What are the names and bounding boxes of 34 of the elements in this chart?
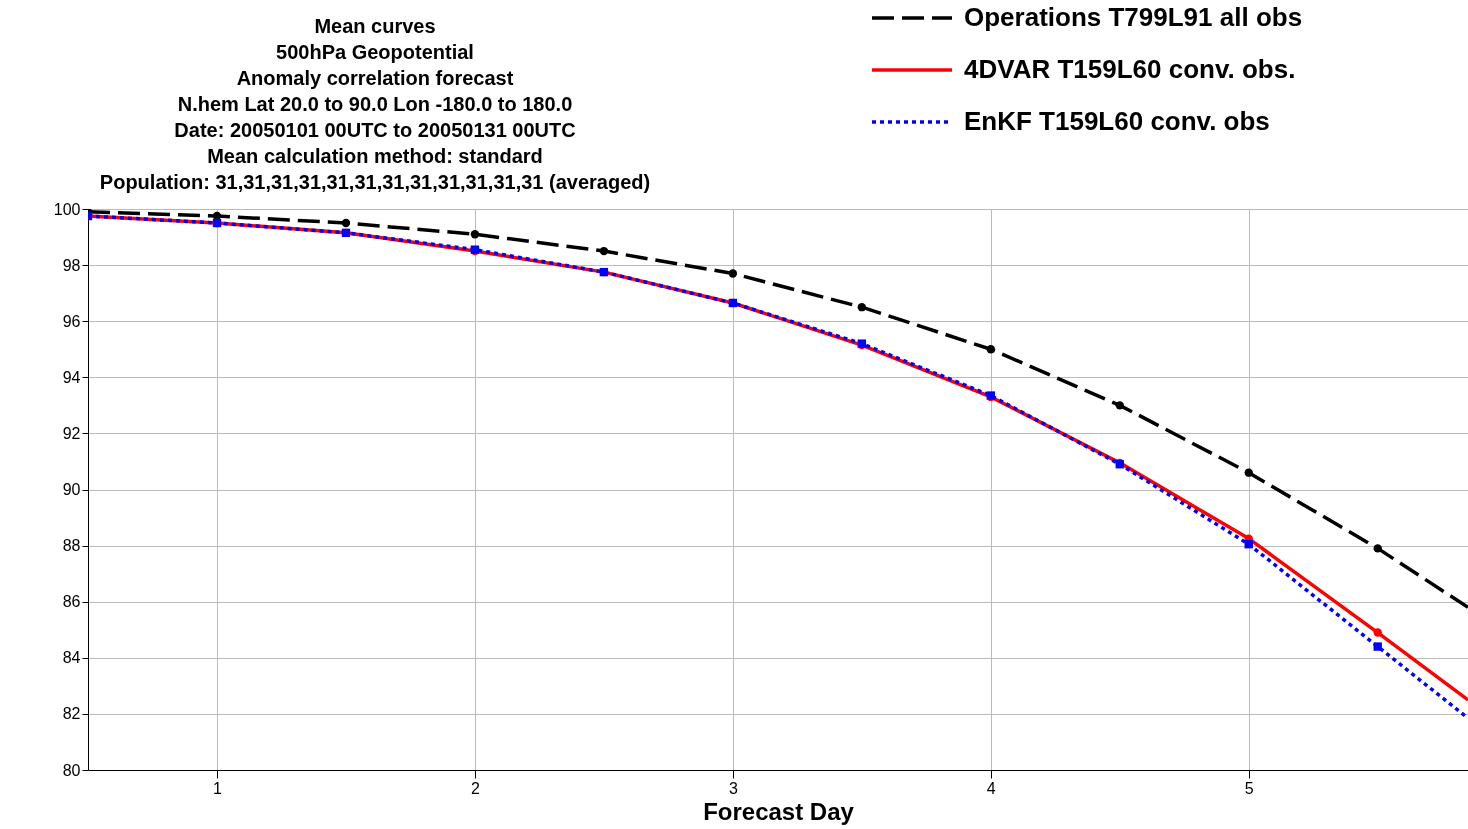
point bbox=[986, 345, 995, 354]
y-tick-label: 84 bbox=[62, 649, 81, 667]
point bbox=[1373, 628, 1382, 637]
x-tick-label: 1 bbox=[213, 779, 223, 797]
x-tick-label: 5 bbox=[1244, 779, 1254, 797]
y-tick-label: 82 bbox=[62, 705, 81, 723]
y-tick-label: 80 bbox=[62, 761, 81, 779]
x-axis-title: Forecast Day bbox=[703, 797, 855, 825]
point bbox=[1244, 468, 1253, 477]
legend-label: 4DVAR T159L60 conv. obs. bbox=[964, 54, 1296, 84]
y-tick-label: 98 bbox=[62, 256, 81, 274]
y-tick-label: 94 bbox=[62, 368, 81, 386]
legend-label: Operations T799L91 all obs bbox=[964, 2, 1303, 32]
y-tick-label: 96 bbox=[62, 312, 81, 330]
point bbox=[341, 218, 351, 228]
point bbox=[1115, 401, 1124, 410]
point bbox=[470, 230, 480, 239]
chart-title: Mean curves bbox=[314, 15, 436, 37]
y-tick-label: 90 bbox=[62, 481, 81, 498]
point bbox=[728, 269, 738, 278]
point bbox=[599, 246, 609, 256]
point bbox=[857, 303, 867, 312]
x-tick-label: 3 bbox=[728, 779, 738, 797]
y-tick-label: 100 bbox=[53, 200, 81, 218]
x-tick-label: 2 bbox=[470, 779, 480, 797]
y-tick-label: 86 bbox=[62, 593, 81, 611]
point bbox=[1373, 642, 1382, 651]
legend-label: EnKF T159L60 conv. obs bbox=[964, 106, 1270, 136]
chart-subtitle: 500hPa Geopotential Anomaly correlation forecast N.hem Lat 20.0 to 90.0 Lon -180.0 to 180.0 Date: 20050101 00UTC to 20050131 00UTC Mean calculation method: standard Population: 31,31,31,31,31,31,31,31,31,31,31,31 (averaged) bbox=[99, 41, 651, 193]
y-tick-label: 92 bbox=[62, 424, 81, 442]
y-tick-label: 88 bbox=[62, 537, 81, 555]
point bbox=[1373, 544, 1382, 553]
x-tick-label: 4 bbox=[986, 779, 996, 797]
point bbox=[1244, 540, 1253, 549]
